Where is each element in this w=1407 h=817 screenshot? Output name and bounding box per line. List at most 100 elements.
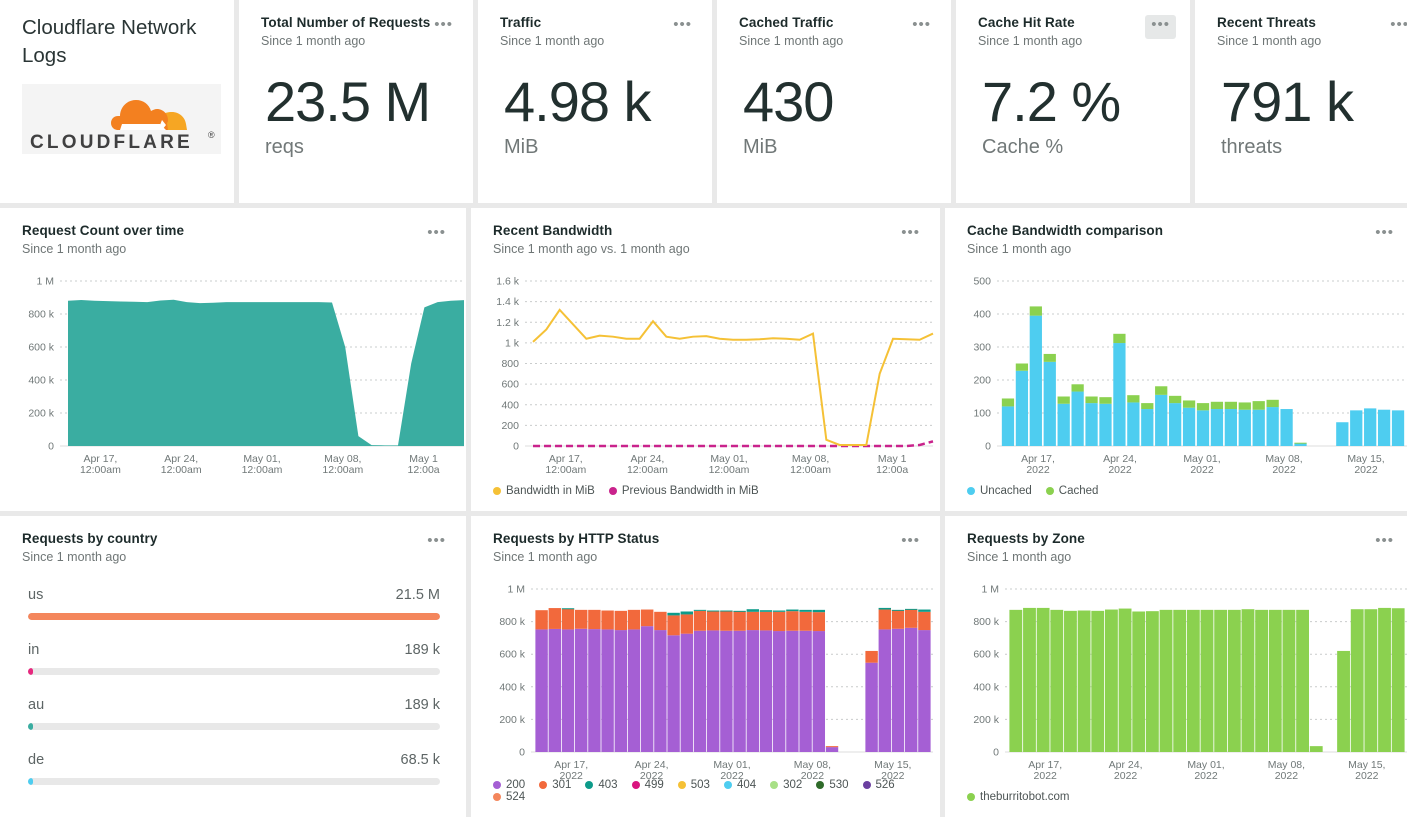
bar-segment (799, 609, 812, 612)
legend-item[interactable]: 403 (585, 779, 618, 791)
recent-bandwidth-legend[interactable]: Bandwidth in MiB Previous Bandwidth in Mi… (493, 485, 759, 497)
legend-item[interactable]: Previous Bandwidth in MiB (608, 485, 759, 497)
cloudflare-logo: CLOUDFLARE ® (22, 84, 221, 154)
country-row[interactable]: in 189 k (28, 642, 440, 675)
svg-text:500: 500 (973, 276, 991, 288)
legend-item[interactable]: 503 (677, 779, 710, 791)
panel-title: Requests by Zone (967, 531, 1085, 546)
bar-segment (918, 611, 931, 631)
kpi-card-total-requests[interactable]: Total Number of Requests Since 1 month a… (239, 0, 473, 203)
legend-item[interactable]: 499 (631, 779, 664, 791)
legend-item[interactable]: 530 (816, 779, 849, 791)
legend-item[interactable]: 200 (493, 779, 525, 791)
country-bar-fill (28, 778, 33, 785)
svg-text:May 15,: May 15, (1348, 759, 1385, 771)
panel-menu-icon[interactable]: ••• (673, 16, 692, 33)
bar-segment (799, 630, 812, 752)
svg-text:2022: 2022 (1275, 770, 1299, 782)
bar-segment (535, 610, 548, 630)
svg-text:600 k: 600 k (28, 342, 54, 354)
svg-text:12:00am: 12:00am (161, 464, 202, 476)
panel-menu-icon[interactable]: ••• (912, 16, 931, 33)
page-title: Cloudflare Network Logs (22, 16, 197, 67)
country-name: us (28, 587, 44, 603)
legend-item[interactable]: 526 (862, 779, 895, 791)
svg-text:May 15,: May 15, (874, 759, 911, 771)
bar-segment (561, 608, 575, 630)
panel-requests-by-country: Requests by country Since 1 month ago ••… (0, 516, 466, 817)
cache-bandwidth-legend[interactable]: Uncached Cached (967, 485, 1098, 497)
panel-menu-icon[interactable]: ••• (1375, 532, 1394, 549)
panel-menu-icon[interactable]: ••• (1145, 15, 1176, 39)
svg-text:2022: 2022 (640, 770, 664, 782)
svg-text:12:00am: 12:00am (80, 464, 121, 476)
country-bar-fill (28, 723, 33, 730)
bar-segment (1186, 609, 1200, 752)
kpi-card-cache-hit-rate[interactable]: Cache Hit Rate Since 1 month ago ••• 7.2… (956, 0, 1190, 203)
bar-segment (1214, 609, 1228, 752)
kpi-unit: MiB (504, 136, 539, 158)
bar-segment (561, 608, 575, 610)
bar-segment (1064, 610, 1077, 752)
country-value: 68.5 k (400, 752, 441, 768)
bar-segment (918, 630, 931, 752)
bar-segment (1043, 361, 1056, 446)
bar-segment (1210, 401, 1224, 410)
svg-text:100: 100 (973, 408, 991, 420)
bar-segment (1132, 611, 1146, 752)
legend-color-dot (631, 781, 640, 789)
country-row[interactable]: au 189 k (28, 697, 440, 730)
country-name: au (28, 697, 45, 713)
svg-text:1 M: 1 M (36, 276, 54, 288)
bar-segment (1057, 396, 1070, 404)
panel-menu-icon[interactable]: ••• (1390, 16, 1407, 33)
country-row[interactable]: de 68.5 k (28, 752, 440, 785)
country-bar-fill (28, 613, 440, 620)
legend-item[interactable]: theburritobot.com (967, 791, 1070, 803)
bar-segment (733, 610, 746, 612)
bar-segment (680, 614, 694, 634)
bar-segment (1001, 398, 1015, 407)
zone-legend[interactable]: theburritobot.com (967, 791, 1070, 803)
kpi-card-cached-traffic[interactable]: Cached Traffic Since 1 month ago ••• 430… (717, 0, 951, 203)
legend-item[interactable]: Uncached (967, 485, 1032, 497)
bar-segment (786, 630, 799, 752)
panel-menu-icon[interactable]: ••• (901, 224, 920, 241)
legend-item[interactable]: 404 (723, 779, 756, 791)
panel-menu-icon[interactable]: ••• (1375, 224, 1394, 241)
http-status-legend[interactable]: 200 301 403 499 503 404 302 530 526 524 (493, 779, 940, 803)
panel-menu-icon[interactable]: ••• (901, 532, 920, 549)
legend-item[interactable]: 524 (493, 791, 525, 803)
panel-subtitle: Since 1 month ago (967, 242, 1072, 256)
svg-text:0: 0 (993, 747, 999, 759)
panel-title: Requests by HTTP Status (493, 531, 660, 546)
kpi-card-traffic[interactable]: Traffic Since 1 month ago ••• 4.98 k MiB (478, 0, 712, 203)
legend-item[interactable]: Cached (1045, 485, 1098, 497)
kpi-title: Total Number of Requests (261, 15, 431, 30)
svg-text:400: 400 (501, 399, 519, 411)
bar-segment (1118, 608, 1132, 752)
bar-segment (1391, 608, 1405, 752)
panel-menu-icon[interactable]: ••• (427, 532, 446, 549)
svg-text:200: 200 (973, 375, 991, 387)
kpi-title: Cached Traffic (739, 15, 834, 30)
kpi-card-recent-threats[interactable]: Recent Threats Since 1 month ago ••• 791… (1195, 0, 1407, 203)
bar-segment (1252, 401, 1265, 410)
svg-text:800 k: 800 k (973, 616, 999, 628)
country-row[interactable]: us 21.5 M (28, 587, 440, 620)
svg-text:2022: 2022 (1355, 770, 1379, 782)
bar-segment (812, 612, 826, 632)
svg-text:May 1: May 1 (409, 453, 438, 465)
legend-label: theburritobot.com (980, 791, 1070, 803)
panel-menu-icon[interactable]: ••• (427, 224, 446, 241)
legend-item[interactable]: Bandwidth in MiB (493, 485, 595, 497)
panel-menu-icon[interactable]: ••• (434, 16, 453, 33)
legend-item[interactable]: 301 (539, 779, 571, 791)
legend-item[interactable]: 302 (770, 779, 802, 791)
